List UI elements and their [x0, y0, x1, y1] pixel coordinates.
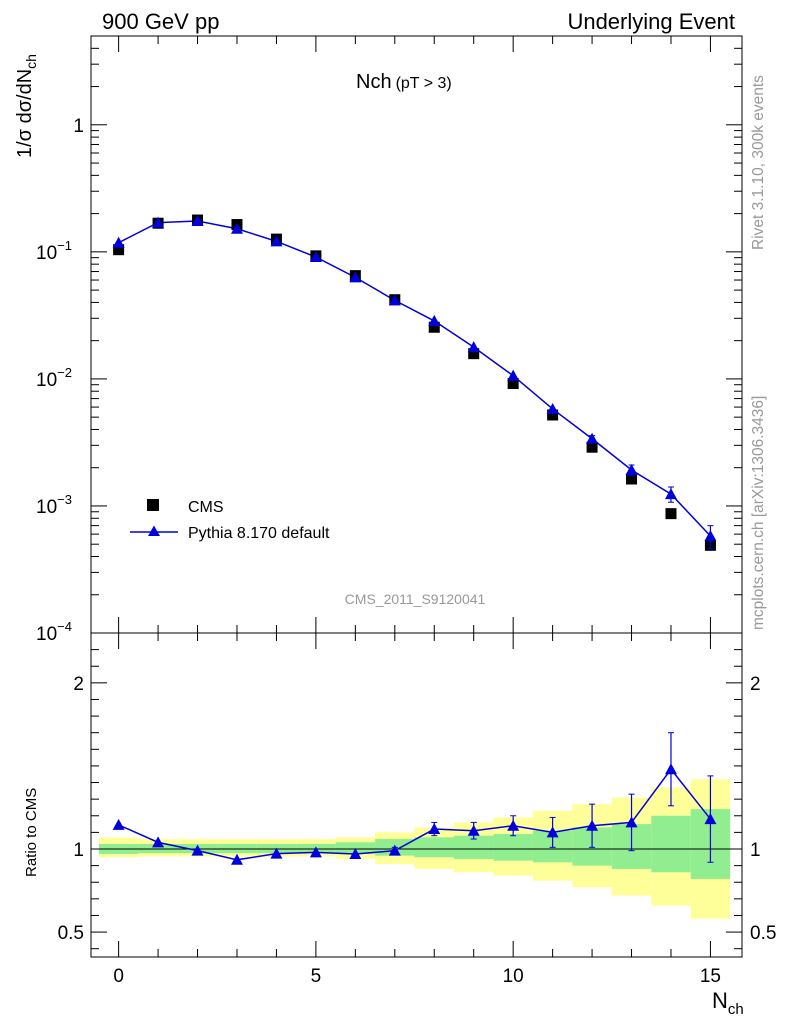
y-tick-label-base: 1: [73, 116, 84, 137]
ratio-mc-line: [118, 768, 712, 861]
ratio-data-point: [664, 763, 677, 775]
ratio-y-tick-label-right: 0.5: [750, 923, 776, 944]
ratio-y-axis-label: Ratio to CMS: [23, 788, 40, 877]
y-tick-label: 10−1: [36, 238, 72, 264]
main-y-axis-label: 1/σ dσ/dNch: [14, 54, 39, 158]
cms-data-point: [468, 348, 480, 360]
ratio-data-point: [191, 844, 204, 856]
ratio-data-point: [625, 816, 638, 828]
y-tick-label-base: 10: [36, 624, 57, 645]
x-tick-label: 0: [113, 966, 124, 987]
legend-mc-label: Pythia 8.170 default: [188, 525, 330, 542]
cms-data-point: [507, 378, 519, 390]
main-title-subtext: (pT > 3): [396, 75, 452, 92]
main-title: Nch (pT > 3): [356, 71, 452, 93]
mc-data-point: [309, 251, 322, 263]
header-right-label: Underlying Event: [567, 9, 735, 34]
y-tick-label-base: 10: [36, 370, 57, 391]
mc-data-point: [664, 488, 677, 500]
ratio-data-point: [388, 844, 401, 856]
ratio-data-point: [586, 819, 599, 831]
cms-data-point: [626, 473, 638, 485]
ratio-data-point: [152, 836, 165, 848]
ratio-data-point: [230, 853, 243, 865]
ratio-data-point: [546, 826, 559, 838]
ratio-y-tick-label-left: 2: [73, 674, 84, 695]
y-tick-label: 10−3: [36, 492, 72, 518]
header-left-label: 900 GeV pp: [102, 9, 219, 34]
y-tick-label: 10−2: [36, 365, 72, 391]
y-tick-label-exp: −4: [57, 619, 72, 634]
mc-data-point: [428, 314, 441, 326]
mc-data-point: [230, 222, 243, 234]
mc-data-point: [625, 463, 638, 475]
x-tick-label: 5: [311, 966, 322, 987]
y-tick-label-exp: −2: [57, 365, 72, 380]
ratio-data-point: [349, 847, 362, 859]
x-tick-label: 10: [503, 966, 524, 987]
mc-data-point: [704, 530, 717, 542]
y-tick-label-base: 10: [36, 243, 57, 264]
mc-data-point: [152, 216, 165, 228]
ratio-data-point: [704, 813, 717, 825]
ratio-y-tick-label-left: 0.5: [58, 923, 84, 944]
main-series: [112, 214, 717, 551]
ratio-frame: [90, 632, 743, 958]
mc-data-point: [546, 402, 559, 414]
mcplots-label: mcplots.cern.ch [arXiv:1306.3436]: [750, 396, 767, 630]
ratio-data-point: [467, 824, 480, 836]
ratio-data-point: [270, 847, 283, 859]
ratio-band-inner: [414, 837, 454, 858]
ratio-y-tick-label-right: 2: [750, 674, 761, 695]
main-title-text: Nch: [356, 71, 392, 93]
x-tick-label: 15: [700, 966, 721, 987]
ratio-data-point: [112, 818, 125, 830]
x-axis-label: Nch: [712, 988, 744, 1018]
ratio-data-point: [309, 846, 322, 858]
ratio-band-inner: [493, 834, 533, 861]
mc-data-point: [586, 432, 599, 444]
watermark: CMS_2011_S9120041: [345, 591, 486, 607]
legend-mc-marker: [148, 525, 160, 536]
ratio-band-inner: [651, 815, 691, 873]
ratio-data-point: [428, 823, 441, 835]
ratio-data-point: [507, 819, 520, 831]
main-y-axis-label-text: 1/σ dσ/dN: [14, 69, 36, 158]
mc-series-line: [118, 220, 711, 537]
y-tick-label-exp: −1: [57, 238, 72, 253]
mc-data-point: [388, 294, 401, 306]
mc-data-point: [270, 235, 283, 247]
y-tick-label: 10−4: [36, 619, 72, 645]
x-axis-label-sub: ch: [728, 1001, 744, 1018]
mc-data-point: [349, 271, 362, 283]
ratio-series: [112, 732, 717, 865]
y-tick-label-base: 10: [36, 497, 57, 518]
cms-data-point: [547, 409, 559, 421]
main-frame: [90, 35, 743, 634]
cms-data-point: [586, 441, 598, 453]
main-y-axis-label-sub: ch: [23, 54, 39, 69]
main-panel: Nch (pT > 3) CMS_2011_S9120041 1/σ dσ/dNc…: [14, 35, 743, 645]
ratio-panel: 0.5 0.5 1 1 2 2 0 5 10 15 Ratio to CMS Nch: [23, 632, 776, 1018]
y-tick-label-exp: −3: [57, 492, 72, 507]
mc-data-point: [112, 236, 125, 248]
cms-data-point: [428, 321, 440, 333]
cms-data-point: [113, 244, 125, 256]
ratio-band-inner: [453, 835, 494, 859]
legend: CMS Pythia 8.170 default: [130, 499, 330, 542]
x-axis-label-text: N: [712, 988, 728, 1013]
mc-data-point: [191, 214, 204, 226]
legend-cms-marker: [147, 499, 159, 511]
cms-data-point: [665, 508, 677, 520]
ratio-y-tick-label-left: 1: [73, 840, 84, 861]
ratio-y-tick-label-right: 1: [750, 840, 761, 861]
legend-cms-label: CMS: [188, 499, 224, 516]
mc-data-point: [507, 369, 520, 381]
mc-data-point: [467, 341, 480, 353]
main-y-ticks: 110−110−210−310−4: [36, 35, 742, 645]
y-tick-label: 1: [73, 116, 84, 137]
main-plot-area: [90, 35, 743, 634]
rivet-label: Rivet 3.1.10, 300k events: [750, 75, 767, 250]
